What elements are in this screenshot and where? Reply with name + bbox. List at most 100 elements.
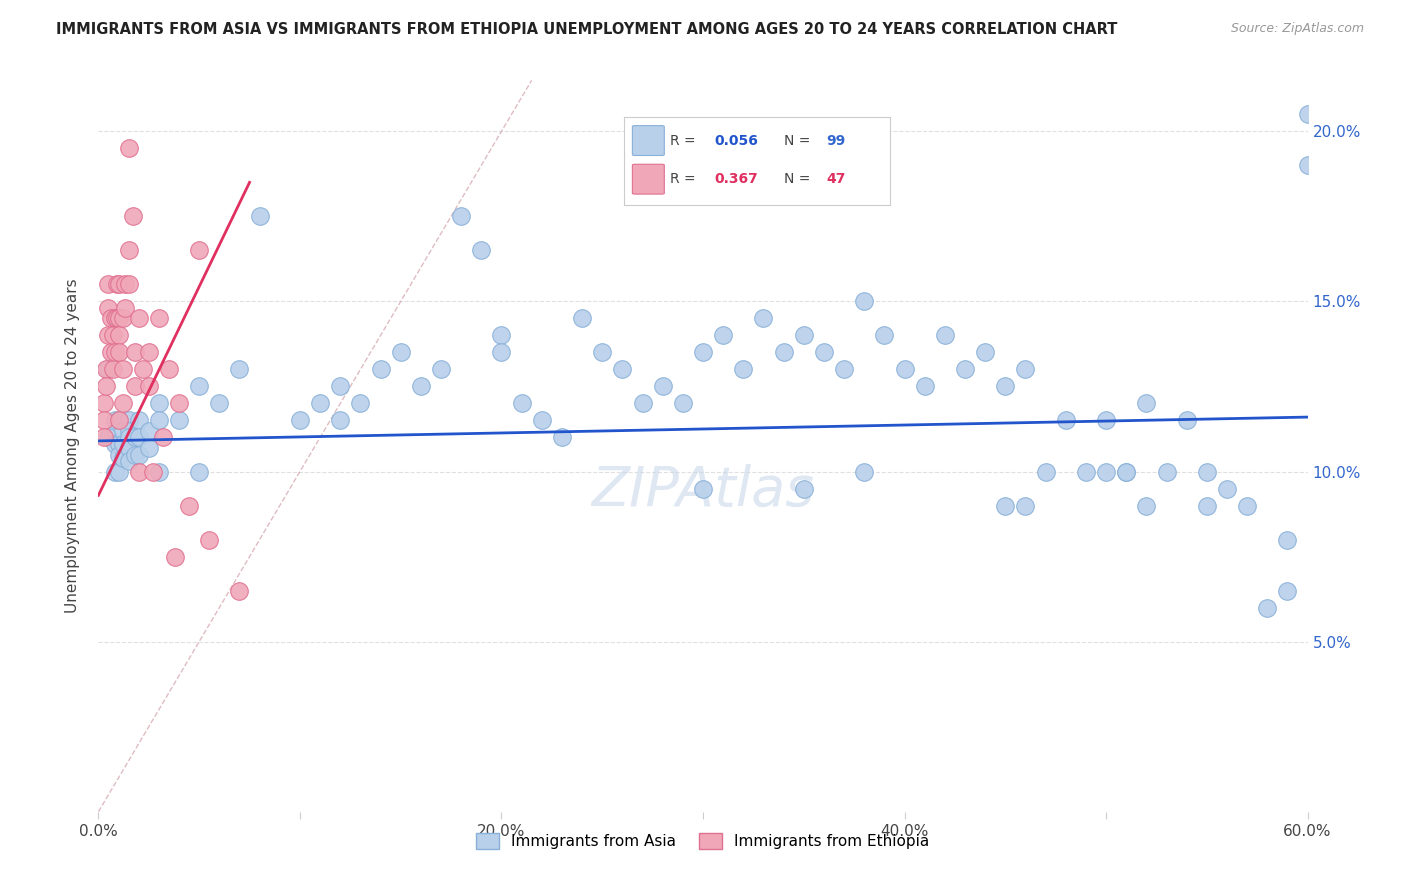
Point — [1074, 465, 1097, 479]
Point — [813, 345, 835, 359]
Point — [118, 424, 141, 438]
Point — [93, 413, 115, 427]
Point — [692, 482, 714, 496]
Point — [157, 362, 180, 376]
Point — [349, 396, 371, 410]
Point — [138, 441, 160, 455]
Point — [188, 465, 211, 479]
Point — [1054, 413, 1077, 427]
Point — [124, 345, 146, 359]
Point — [1115, 465, 1137, 479]
Point — [1277, 583, 1299, 598]
Point — [752, 311, 775, 326]
Point — [228, 362, 250, 376]
Point — [1014, 362, 1036, 376]
Legend: Immigrants from Asia, Immigrants from Ethiopia: Immigrants from Asia, Immigrants from Et… — [470, 827, 936, 855]
Point — [249, 210, 271, 224]
Point — [121, 210, 143, 224]
Point — [111, 424, 134, 438]
Point — [148, 413, 170, 427]
Point — [105, 311, 128, 326]
Point — [1216, 482, 1239, 496]
Point — [124, 430, 146, 444]
Point — [1296, 158, 1319, 172]
Point — [128, 413, 150, 427]
Point — [389, 345, 412, 359]
Point — [733, 362, 755, 376]
Point — [128, 448, 150, 462]
Point — [329, 413, 352, 427]
Point — [309, 396, 332, 410]
Point — [118, 430, 141, 444]
Point — [118, 441, 141, 455]
Point — [329, 379, 352, 393]
Point — [163, 549, 186, 564]
Point — [873, 328, 896, 343]
Point — [994, 379, 1017, 393]
Point — [107, 465, 129, 479]
Point — [124, 448, 146, 462]
Point — [188, 379, 211, 393]
Point — [491, 345, 513, 359]
Point — [853, 465, 876, 479]
Point — [107, 448, 129, 462]
Point — [101, 328, 124, 343]
Point — [97, 301, 120, 316]
Point — [692, 345, 714, 359]
Point — [430, 362, 453, 376]
Y-axis label: Unemployment Among Ages 20 to 24 years: Unemployment Among Ages 20 to 24 years — [65, 278, 80, 614]
Point — [228, 583, 250, 598]
Point — [132, 362, 155, 376]
Point — [107, 311, 129, 326]
Point — [128, 465, 150, 479]
Point — [138, 424, 160, 438]
Point — [103, 413, 125, 427]
Point — [118, 454, 141, 468]
Point — [107, 413, 129, 427]
Point — [148, 465, 170, 479]
Point — [103, 311, 125, 326]
Point — [711, 328, 734, 343]
Point — [893, 362, 915, 376]
Point — [672, 396, 695, 410]
Point — [97, 328, 120, 343]
Point — [853, 294, 876, 309]
Point — [111, 362, 134, 376]
Point — [651, 379, 673, 393]
Point — [118, 277, 141, 292]
Point — [510, 396, 533, 410]
Point — [103, 437, 125, 451]
Point — [1014, 499, 1036, 513]
Point — [1115, 465, 1137, 479]
Point — [188, 244, 211, 258]
Point — [101, 362, 124, 376]
Point — [1135, 499, 1157, 513]
Point — [97, 430, 120, 444]
Point — [612, 362, 634, 376]
Point — [103, 465, 125, 479]
Point — [118, 141, 141, 155]
Point — [100, 345, 122, 359]
Point — [103, 345, 125, 359]
Point — [288, 413, 311, 427]
Point — [1156, 465, 1178, 479]
Point — [974, 345, 997, 359]
Point — [118, 244, 141, 258]
Point — [934, 328, 956, 343]
Point — [100, 311, 122, 326]
Point — [409, 379, 432, 393]
Point — [1256, 600, 1278, 615]
Point — [793, 482, 815, 496]
Point — [128, 311, 150, 326]
Point — [1175, 413, 1198, 427]
Point — [1095, 413, 1118, 427]
Point — [1035, 465, 1057, 479]
Point — [107, 437, 129, 451]
Point — [994, 499, 1017, 513]
Point — [631, 396, 654, 410]
Point — [772, 345, 794, 359]
Point — [832, 362, 855, 376]
Point — [107, 277, 129, 292]
Text: IMMIGRANTS FROM ASIA VS IMMIGRANTS FROM ETHIOPIA UNEMPLOYMENT AMONG AGES 20 TO 2: IMMIGRANTS FROM ASIA VS IMMIGRANTS FROM … — [56, 22, 1118, 37]
Text: ZIPAtlas: ZIPAtlas — [592, 463, 814, 516]
